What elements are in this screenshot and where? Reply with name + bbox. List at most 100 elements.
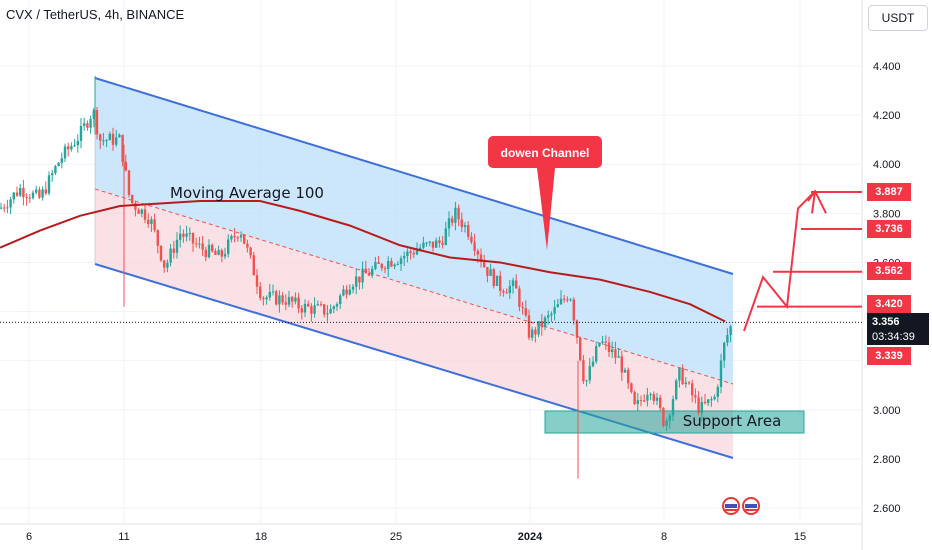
candle-body	[575, 320, 579, 338]
candle-body	[15, 192, 19, 196]
candle-body	[633, 391, 636, 405]
candle-body	[556, 304, 559, 308]
candle-body	[201, 243, 204, 250]
candle-body	[473, 242, 476, 251]
candle-body	[380, 263, 383, 269]
candle-body	[489, 269, 492, 276]
candle-body	[38, 189, 41, 198]
candle-body	[457, 207, 460, 220]
candle-body	[47, 175, 51, 194]
candle-body	[710, 399, 713, 401]
candle-body	[230, 235, 233, 240]
candle-body	[585, 380, 588, 382]
candle-body	[329, 308, 332, 314]
candle-body	[223, 254, 227, 257]
candle-body	[287, 296, 291, 305]
candle-body	[675, 380, 678, 400]
candle-body	[60, 158, 63, 163]
candle-body	[511, 280, 515, 287]
candle-body	[668, 415, 671, 421]
candle-body	[563, 298, 566, 300]
candle-body	[300, 308, 303, 313]
candle-body	[435, 240, 438, 248]
candle-body	[527, 315, 531, 338]
candle-body	[291, 296, 294, 302]
projection-path	[743, 189, 827, 332]
candle-body	[579, 337, 582, 361]
candle-body	[521, 306, 524, 309]
candle-body	[518, 288, 521, 307]
candle-body	[131, 195, 134, 204]
candle-body	[358, 276, 361, 283]
candle-body	[601, 341, 604, 344]
candle-body	[9, 199, 12, 208]
x-tick-label: 11	[118, 531, 129, 543]
candle-body	[374, 262, 377, 269]
candle-body	[371, 268, 374, 276]
candle-body	[553, 307, 556, 314]
us-flag-icon[interactable]	[742, 497, 760, 515]
candle-body	[105, 140, 108, 142]
candle-body	[246, 243, 249, 248]
currency-button[interactable]: USDT	[868, 5, 928, 31]
candle-body	[694, 395, 697, 398]
candle-body	[476, 250, 479, 255]
candle-body	[393, 264, 396, 267]
us-flag-icon[interactable]	[722, 497, 740, 515]
candle-body	[166, 262, 169, 268]
candle-body	[419, 247, 422, 250]
candle-body	[79, 125, 83, 141]
candle-body	[687, 382, 691, 384]
y-tick-label: 2.800	[873, 454, 901, 466]
candle-body	[83, 123, 86, 126]
candle-body	[377, 262, 380, 264]
candle-body	[447, 218, 451, 229]
event-flags[interactable]	[722, 497, 760, 515]
candle-body	[127, 170, 131, 196]
candle-body	[681, 368, 684, 385]
candle-body	[499, 275, 502, 292]
support-area-label: Support Area	[683, 412, 782, 430]
candle-body	[252, 255, 255, 276]
candle-body	[41, 189, 44, 198]
candle-body	[239, 234, 243, 238]
candle-body	[163, 260, 166, 268]
candle-body	[486, 267, 489, 276]
candle-body	[505, 292, 508, 294]
candle-body	[703, 401, 707, 404]
candle-body	[412, 252, 415, 255]
candle-body	[438, 240, 441, 243]
candle-body	[179, 233, 182, 240]
candle-body	[310, 306, 313, 314]
candle-body	[207, 244, 211, 258]
candle-body	[332, 306, 335, 309]
candle-body	[92, 110, 95, 119]
candle-body	[531, 329, 534, 338]
current-price: 3.356	[872, 316, 900, 328]
y-tick-label: 2.600	[873, 503, 901, 515]
candle-body	[707, 399, 710, 404]
moving-average-label: Moving Average 100	[170, 184, 324, 202]
candle-body	[483, 262, 486, 268]
candle-body	[630, 383, 633, 392]
candle-body	[598, 343, 601, 347]
candle-body	[19, 187, 22, 196]
candle-body	[659, 397, 662, 409]
candle-body	[73, 145, 76, 147]
target-price-tag-3: 3.562	[867, 262, 911, 280]
candle-body	[547, 315, 550, 318]
candle-body	[297, 297, 300, 309]
candle-body	[729, 326, 732, 336]
candle-body	[463, 225, 467, 228]
candle-body	[214, 251, 217, 255]
candle-body	[617, 356, 620, 358]
candle-body	[313, 305, 316, 314]
candle-body	[451, 218, 454, 223]
candle-body	[383, 268, 387, 270]
candle-body	[441, 242, 444, 245]
candle-body	[719, 360, 723, 387]
candle-body	[569, 299, 572, 301]
candle-body	[364, 268, 367, 274]
